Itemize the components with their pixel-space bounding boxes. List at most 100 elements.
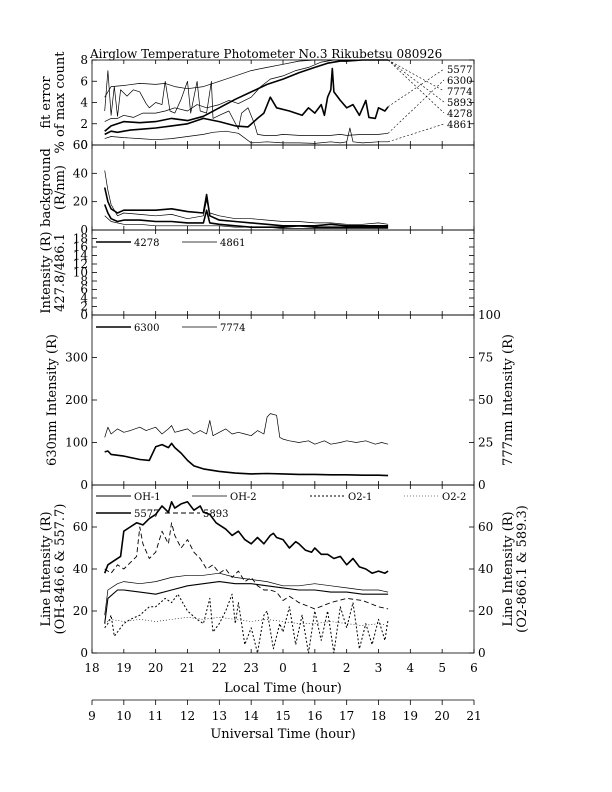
ytick-label-right: 40 bbox=[478, 562, 493, 576]
label-leader-7774 bbox=[387, 59, 445, 92]
ylabel-fit_error: % of max count bbox=[53, 51, 68, 154]
series-line-line_intensity-5577 bbox=[103, 501, 389, 574]
xlabel-local: Local Time (hour) bbox=[224, 681, 342, 696]
label-leader-4861 bbox=[387, 123, 445, 143]
ytick-label: 60 bbox=[73, 138, 88, 152]
series-line-fit_error-4278 bbox=[104, 59, 389, 122]
ytick-label: 18 bbox=[73, 232, 88, 246]
label-leader-4278 bbox=[387, 59, 445, 114]
ytick-label: 40 bbox=[73, 562, 88, 576]
series-line-fit_error-5893 bbox=[104, 59, 389, 98]
ylabel-right-line_intensity: Line Intensity (R) bbox=[501, 511, 516, 626]
series-line-intensity_630-6300 bbox=[104, 442, 389, 477]
series-line-background-bg-a bbox=[104, 170, 389, 225]
xtick-label-ut: 16 bbox=[307, 709, 322, 723]
series-line-intensity_630-7774 bbox=[104, 413, 389, 445]
ytick-label: 300 bbox=[65, 351, 88, 365]
series-label-7774: 7774 bbox=[447, 87, 472, 98]
ylabel-right-line_intensity: (O2-866.1 & 589.3) bbox=[515, 505, 530, 633]
ylabel-intensity_630: 630nm Intensity (R) bbox=[45, 334, 60, 466]
legend-label-O2-2: O2-2 bbox=[442, 492, 466, 503]
series-line-line_intensity-O2-1 bbox=[104, 593, 389, 654]
series-line-line_intensity-O2-2 bbox=[104, 617, 389, 626]
xtick-label-local: 4 bbox=[407, 661, 415, 675]
ylabel-fit_error: fit error bbox=[39, 76, 54, 129]
ytick-label: 0 bbox=[80, 223, 88, 237]
panel-frame-fit_error bbox=[91, 59, 475, 146]
ytick-label: 0 bbox=[80, 308, 88, 322]
xtick-label-ut: 15 bbox=[275, 709, 290, 723]
xtick-label-local: 22 bbox=[212, 661, 227, 675]
series-label-5577: 5577 bbox=[447, 65, 472, 76]
legend-label-5577: 5577 bbox=[134, 509, 159, 520]
ytick-label: 4 bbox=[80, 291, 88, 305]
series-line-background-bg-b bbox=[103, 187, 389, 227]
xtick-label-ut: 17 bbox=[339, 709, 354, 723]
legend-label-OH-2: OH-2 bbox=[230, 492, 257, 503]
xtick-label-ut: 21 bbox=[466, 709, 481, 723]
label-leader-5893 bbox=[387, 59, 445, 103]
ytick-label: 14 bbox=[73, 249, 89, 263]
xtick-label-local: 19 bbox=[116, 661, 131, 675]
ytick-label-right: 20 bbox=[478, 604, 493, 618]
xtick-label-ut: 19 bbox=[403, 709, 418, 723]
xtick-label-ut: 11 bbox=[148, 709, 163, 723]
series-line-background-bg-c bbox=[103, 204, 389, 228]
ytick-label: 4 bbox=[80, 96, 88, 110]
legend-label-6300: 6300 bbox=[134, 323, 159, 334]
ytick-label: 0 bbox=[80, 478, 88, 492]
series-line-line_intensity-5893 bbox=[104, 522, 389, 610]
xtick-label-local: 5 bbox=[438, 661, 446, 675]
xtick-label-local: 6 bbox=[470, 661, 478, 675]
xtick-label-local: 0 bbox=[279, 661, 287, 675]
series-line-fit_error-6300 bbox=[104, 70, 389, 136]
legend-label-5893: 5893 bbox=[203, 509, 228, 520]
series-label-5893: 5893 bbox=[447, 98, 472, 109]
series-label-6300: 6300 bbox=[447, 76, 472, 87]
ytick-label: 0 bbox=[80, 646, 88, 660]
ytick-label: 6 bbox=[80, 283, 88, 297]
series-line-line_intensity-OH-1 bbox=[104, 581, 389, 624]
ytick-label-right: 25 bbox=[478, 436, 493, 450]
xtick-label-ut: 12 bbox=[180, 709, 195, 723]
xtick-label-ut: 20 bbox=[435, 709, 450, 723]
xtick-label-local: 3 bbox=[375, 661, 383, 675]
ytick-label: 2 bbox=[80, 300, 88, 314]
ytick-label: 0 bbox=[80, 138, 88, 152]
ylabel-intensity_4278: Intensity (R) bbox=[39, 231, 54, 313]
series-label-4861: 4861 bbox=[447, 120, 472, 131]
data-series bbox=[103, 59, 389, 654]
xlabel-ut: Universal Time (hour) bbox=[210, 727, 355, 742]
legend-label-4278: 4278 bbox=[134, 238, 159, 249]
series-line-background-bg-d bbox=[104, 215, 389, 229]
ytick-label: 200 bbox=[65, 393, 88, 407]
ytick-label: 8 bbox=[80, 274, 88, 288]
ytick-label: 10 bbox=[73, 266, 88, 280]
xtick-label-local: 18 bbox=[84, 661, 99, 675]
ytick-label-right: 50 bbox=[478, 393, 493, 407]
ylabel-background: (R/nm) bbox=[53, 165, 68, 210]
xtick-label-ut: 18 bbox=[371, 709, 386, 723]
ytick-label-right: 0 bbox=[478, 478, 486, 492]
ytick-label: 12 bbox=[73, 257, 88, 271]
ylabel-background: background bbox=[39, 148, 54, 227]
xtick-label-local: 2 bbox=[343, 661, 351, 675]
series-label-4278: 4278 bbox=[447, 109, 472, 120]
ytick-label: 6 bbox=[80, 74, 88, 88]
series-line-fit_error-7774 bbox=[104, 59, 389, 132]
ytick-label-right: 60 bbox=[478, 520, 493, 534]
ytick-label: 16 bbox=[73, 240, 88, 254]
legend-label-OH-1: OH-1 bbox=[134, 492, 161, 503]
series-line-fit_error-5577 bbox=[104, 67, 389, 136]
label-leader-6300 bbox=[387, 79, 445, 134]
series-line-line_intensity-OH-2 bbox=[104, 572, 389, 616]
ytick-label-right: 0 bbox=[478, 646, 486, 660]
xtick-label-local: 20 bbox=[148, 661, 163, 675]
xtick-label-local: 21 bbox=[180, 661, 195, 675]
ytick-label: 8 bbox=[80, 53, 88, 67]
ylabel-intensity_4278: 427.8/486.1 bbox=[53, 233, 68, 312]
ylabel-line_intensity: (OH-846.6 & 557.7) bbox=[53, 504, 68, 635]
